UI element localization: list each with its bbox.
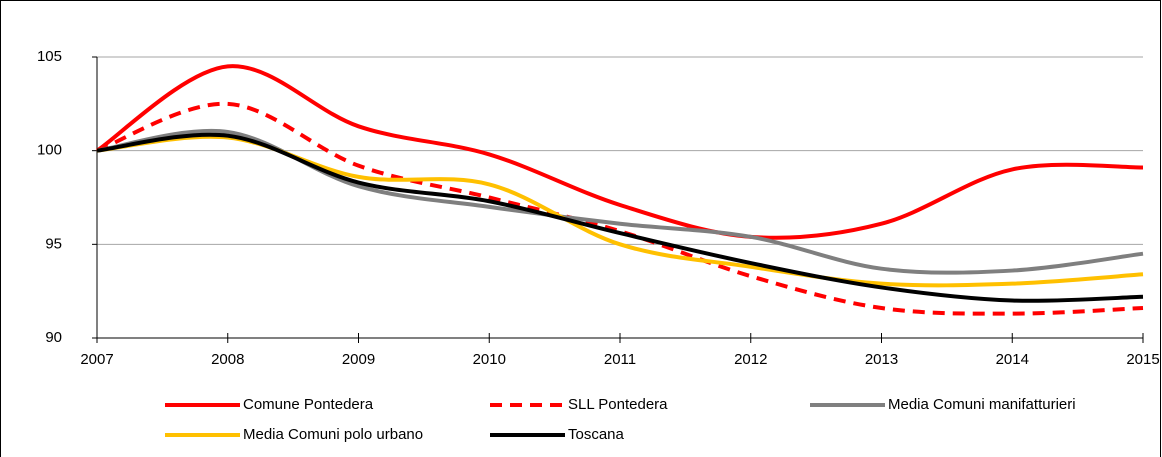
x-tick-label: 2010 [473, 351, 506, 368]
legend-label: Media Comuni polo urbano [243, 426, 423, 443]
y-tick-label: 105 [37, 48, 62, 65]
y-tick-label: 95 [45, 235, 62, 252]
x-tick-label: 2007 [80, 351, 113, 368]
legend-label: Toscana [568, 426, 625, 443]
series-line [96, 101, 1144, 316]
x-tick-label: 2015 [1126, 351, 1159, 368]
x-tick-label: 2013 [865, 351, 898, 368]
x-tick-label: 2012 [734, 351, 767, 368]
legend-label: Comune Pontedera [243, 396, 374, 413]
x-tick-label: 2008 [211, 351, 244, 368]
legend-label: Media Comuni manifatturieri [888, 396, 1076, 413]
y-tick-label: 90 [45, 329, 62, 346]
series-line [96, 134, 1144, 288]
x-tick-label: 2009 [342, 351, 375, 368]
legend-label: SLL Pontedera [568, 396, 668, 413]
x-tick-label: 2014 [996, 351, 1029, 368]
y-tick-label: 100 [37, 142, 62, 159]
x-tick-label: 2011 [604, 351, 636, 368]
series-line [96, 128, 1144, 275]
series-line [95, 64, 1144, 240]
series-line [96, 132, 1144, 303]
